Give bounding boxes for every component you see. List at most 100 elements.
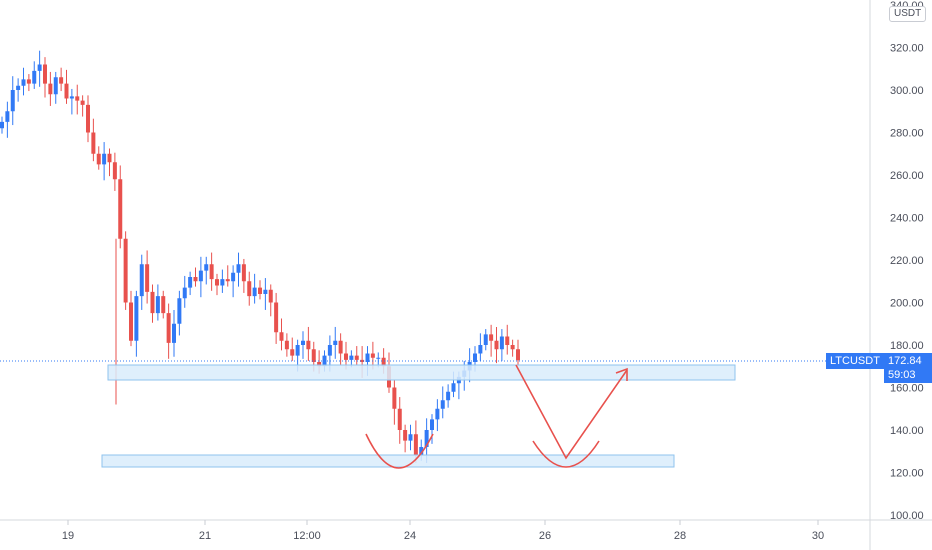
candle-body xyxy=(494,340,499,350)
time-tick-label: 24 xyxy=(404,530,416,542)
candle-body xyxy=(107,153,112,163)
candle-body xyxy=(499,336,504,350)
candle-body xyxy=(86,104,90,133)
candle-body xyxy=(440,400,445,409)
candle-body xyxy=(424,430,429,447)
candle-body xyxy=(413,434,418,456)
support-zone-upper[interactable] xyxy=(107,364,736,381)
candle-body xyxy=(263,289,268,294)
bar-countdown: 59:03 xyxy=(888,369,916,381)
time-tick-label: 30 xyxy=(812,530,824,542)
candles-group xyxy=(0,50,520,463)
candle-body xyxy=(505,336,510,345)
candle-body xyxy=(26,79,31,84)
projection-arrowhead xyxy=(615,367,628,381)
candle-body xyxy=(516,349,520,361)
projected-bottom-curve[interactable] xyxy=(532,440,600,468)
candle-body xyxy=(102,153,107,165)
candle-body xyxy=(91,132,96,154)
candle-body xyxy=(510,345,515,350)
candle-body xyxy=(161,296,166,314)
candle-body xyxy=(75,96,80,101)
time-axis[interactable]: 19 21 12:00 24 26 28 30 xyxy=(62,520,824,542)
candle-body xyxy=(344,353,348,360)
candle-body xyxy=(32,70,37,84)
candle-body xyxy=(134,296,139,341)
candle-body xyxy=(80,100,85,105)
price-axis[interactable]: 100.00 120.00 140.00 160.00 180.00 200.00 220.… xyxy=(890,0,924,522)
price-tick-label: 180.00 xyxy=(890,340,924,352)
time-tick-label: 19 xyxy=(62,530,74,542)
price-tick-label: 240.00 xyxy=(890,213,924,225)
candle-body xyxy=(381,357,386,367)
candle-body xyxy=(16,85,21,90)
candle-body xyxy=(155,296,160,314)
candle-body xyxy=(37,64,42,71)
candle-body xyxy=(349,355,354,360)
candle-body xyxy=(295,345,300,356)
price-tick-label: 320.00 xyxy=(890,43,924,55)
candle-body xyxy=(139,264,144,297)
candle-body xyxy=(279,332,284,341)
candle-body xyxy=(306,340,311,350)
candle-body xyxy=(435,408,440,420)
candle-body xyxy=(236,264,241,273)
candle-body xyxy=(10,90,15,112)
candle-body xyxy=(451,383,456,392)
candle-body xyxy=(360,359,365,362)
last-price-label: 172.84 59:03 xyxy=(884,353,932,383)
price-tick-label: 140.00 xyxy=(890,425,924,437)
price-tick-label: 280.00 xyxy=(890,128,924,140)
candle-body xyxy=(446,391,451,401)
price-tick-label: 200.00 xyxy=(890,298,924,310)
candle-body xyxy=(408,434,413,441)
candle-body xyxy=(43,64,47,84)
candle-body xyxy=(225,279,230,282)
candle-body xyxy=(473,353,477,362)
candle-body xyxy=(365,353,370,362)
support-zone-lower[interactable] xyxy=(101,454,675,468)
candle-body xyxy=(338,340,343,354)
price-tick-label: 160.00 xyxy=(890,383,924,395)
projection-arrow-path[interactable] xyxy=(515,364,628,460)
candle-body xyxy=(182,287,187,299)
time-tick-label: 21 xyxy=(199,530,211,542)
candle-body xyxy=(129,302,133,341)
price-tick-label: 220.00 xyxy=(890,255,924,267)
candle-body xyxy=(258,287,262,294)
last-price-value: 172.84 xyxy=(888,355,922,367)
candle-body xyxy=(483,334,488,345)
candle-body xyxy=(209,264,214,280)
symbol-label: LTCUSDT xyxy=(826,353,884,369)
candle-body xyxy=(489,334,494,341)
candle-body xyxy=(274,302,279,333)
candle-body xyxy=(301,340,305,345)
candle-body xyxy=(193,277,198,282)
candle-body xyxy=(204,264,209,271)
price-tick-label: 260.00 xyxy=(890,170,924,182)
currency-unit-label[interactable]: USDT xyxy=(889,6,927,22)
candle-body xyxy=(397,408,402,430)
candle-body xyxy=(112,162,117,180)
candle-body xyxy=(123,238,128,303)
candle-body xyxy=(48,83,53,95)
candle-body xyxy=(252,287,257,297)
candle-body xyxy=(354,355,359,360)
candle-body xyxy=(220,279,225,286)
candle-body xyxy=(392,387,397,409)
candle-body xyxy=(198,270,203,282)
drawings-group xyxy=(101,364,736,469)
candle-body xyxy=(150,291,155,314)
candle-body xyxy=(376,357,381,359)
price-tick-label: 300.00 xyxy=(890,85,924,97)
candle-body xyxy=(333,340,338,345)
candle-body xyxy=(96,153,101,165)
candle-body xyxy=(231,272,236,282)
candle-body xyxy=(403,430,408,441)
price-tick-label: 100.00 xyxy=(890,510,924,522)
rounded-bottom-curve[interactable] xyxy=(365,433,434,469)
price-tick-label: 120.00 xyxy=(890,468,924,480)
candle-body xyxy=(284,340,289,350)
candle-body xyxy=(327,345,332,356)
